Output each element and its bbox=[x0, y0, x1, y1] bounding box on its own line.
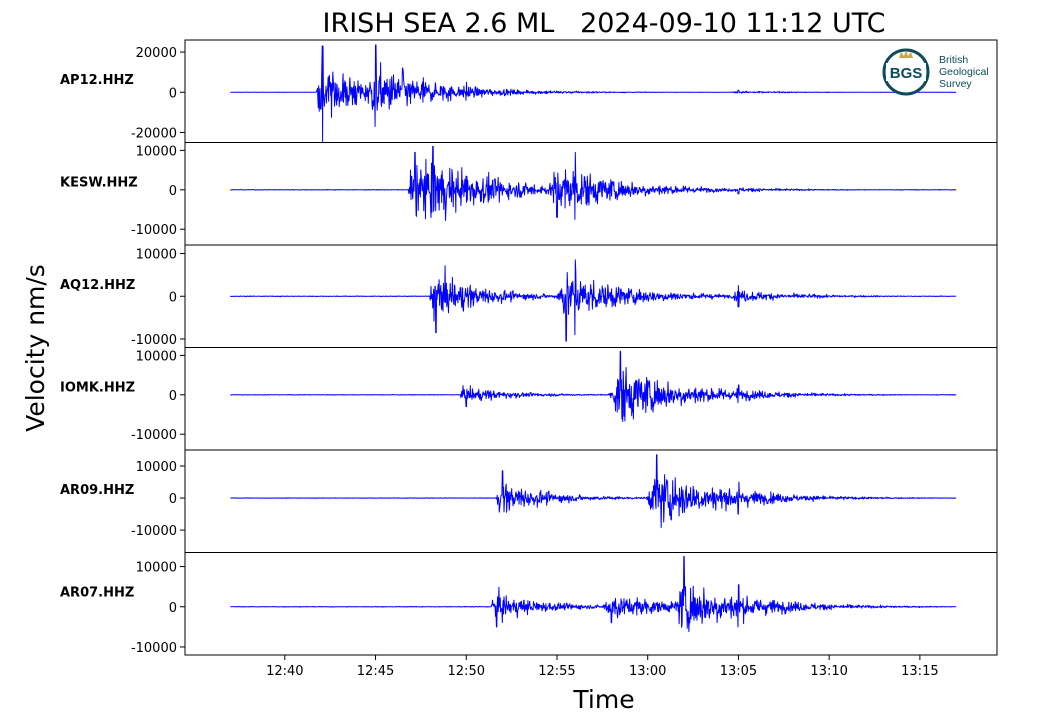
y-tick-label: 10000 bbox=[136, 561, 177, 576]
x-tick-label: 13:00 bbox=[629, 664, 666, 679]
x-tick-label: 12:45 bbox=[357, 664, 394, 679]
logo-badge-text: BGS bbox=[890, 65, 923, 82]
station-label: AQ12.HHZ bbox=[60, 278, 135, 293]
x-axis-ticks: 12:40 12:45 12:50 12:55 13:00 13:05 13:10 13:15 bbox=[266, 655, 939, 679]
y-tick-label: 0 bbox=[169, 184, 177, 199]
y-tick-label: 0 bbox=[169, 290, 177, 305]
trace-panels: 20000 0 -20000 AP12.HHZ 10000 0 -10000 KESW.HHZ… bbox=[60, 39, 998, 656]
bgs-logo: BGS British Geological Survey bbox=[882, 48, 989, 96]
y-tick-label: 0 bbox=[169, 601, 177, 616]
y-tick-label: 10000 bbox=[136, 144, 177, 159]
trace-panel: 10000 0 -10000 AR09.HHZ bbox=[60, 449, 998, 553]
y-tick-label: -10000 bbox=[131, 223, 177, 238]
logo-line-2: Geological bbox=[939, 66, 989, 78]
panel-frame bbox=[184, 552, 998, 656]
trace-panel: 10000 0 -10000 AQ12.HHZ bbox=[60, 244, 998, 348]
crown-icon bbox=[899, 50, 913, 58]
trace-panel: 10000 0 -10000 KESW.HHZ bbox=[60, 142, 998, 246]
panel-frame bbox=[184, 449, 998, 553]
x-tick-label: 13:05 bbox=[720, 664, 757, 679]
trace-panel: 10000 0 -10000 IOMK.HHZ bbox=[60, 347, 998, 451]
y-tick-label: 0 bbox=[169, 492, 177, 507]
y-tick-label: 10000 bbox=[136, 248, 177, 263]
y-tick-label: 0 bbox=[169, 389, 177, 404]
station-label: IOMK.HHZ bbox=[60, 381, 135, 396]
y-tick-label: 0 bbox=[169, 86, 177, 101]
y-tick-label: -10000 bbox=[131, 524, 177, 539]
x-axis-label: Time bbox=[572, 685, 634, 714]
x-tick-label: 13:10 bbox=[810, 664, 847, 679]
x-tick-label: 12:50 bbox=[448, 664, 485, 679]
station-label: AR09.HHZ bbox=[60, 483, 134, 498]
y-tick-label: 20000 bbox=[136, 46, 177, 61]
x-tick-label: 12:55 bbox=[538, 664, 575, 679]
y-axis-label: Velocity nm/s bbox=[21, 264, 50, 432]
waveform-trace bbox=[230, 350, 957, 422]
logo-badge-band bbox=[886, 63, 926, 81]
y-tick-label: -20000 bbox=[131, 126, 177, 141]
y-tick-label: -10000 bbox=[131, 428, 177, 443]
panel-frame bbox=[184, 39, 998, 143]
y-tick-label: 10000 bbox=[136, 349, 177, 364]
station-label: KESW.HHZ bbox=[60, 176, 138, 191]
logo-line-3: Survey bbox=[939, 78, 972, 90]
trace-panel: 20000 0 -20000 AP12.HHZ bbox=[60, 39, 998, 143]
y-tick-label: -10000 bbox=[131, 333, 177, 348]
y-tick-label: -10000 bbox=[131, 641, 177, 656]
waveform-trace bbox=[230, 44, 957, 143]
x-tick-label: 13:15 bbox=[901, 664, 938, 679]
waveform-trace bbox=[230, 556, 957, 633]
logo-line-1: British bbox=[939, 54, 968, 66]
panel-frame bbox=[184, 347, 998, 451]
x-tick-label: 12:40 bbox=[266, 664, 303, 679]
waveform-trace bbox=[230, 145, 957, 221]
chart-title: IRISH SEA 2.6 ML 2024-09-10 11:12 UTC bbox=[323, 8, 886, 39]
trace-panel: 10000 0 -10000 AR07.HHZ bbox=[60, 552, 998, 656]
station-label: AP12.HHZ bbox=[60, 73, 134, 88]
waveform-trace bbox=[230, 259, 957, 342]
waveform-trace bbox=[230, 454, 957, 529]
y-tick-label: 10000 bbox=[136, 460, 177, 475]
station-label: AR07.HHZ bbox=[60, 586, 134, 601]
